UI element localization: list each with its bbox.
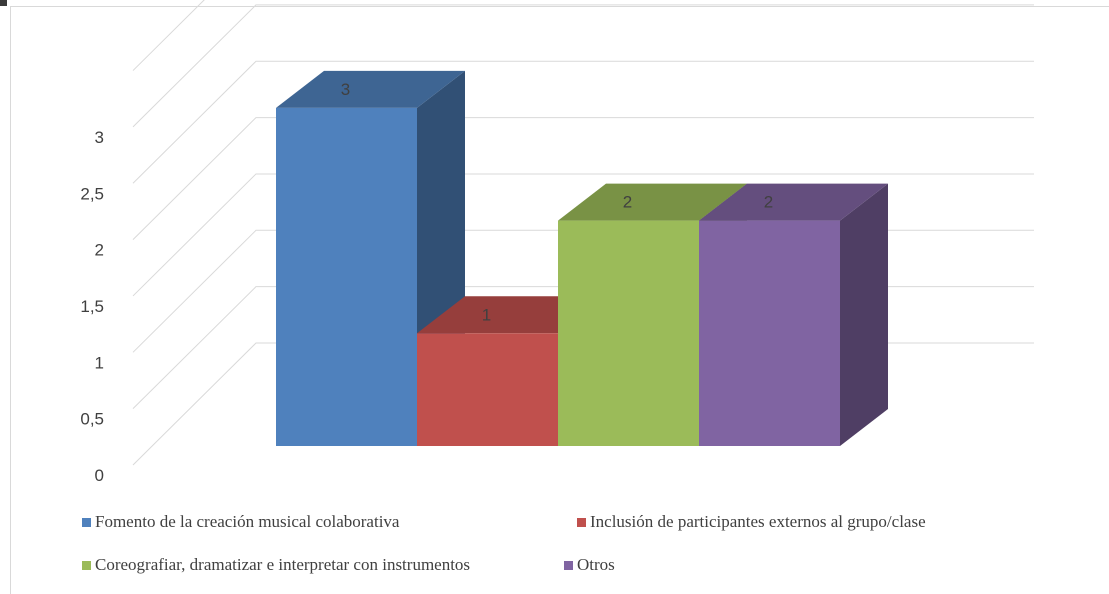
gridlines (132, 0, 1034, 466)
bar-side-face (840, 183, 888, 446)
data-label-4: 2 (764, 193, 773, 212)
gridline (132, 173, 1034, 297)
page-corner-mark (0, 0, 7, 6)
y-axis-ticks: 0 0,5 1 1,5 2 2,5 3 (80, 128, 104, 485)
legend-label-2: Inclusión de participantes externos al g… (590, 512, 926, 531)
legend-item-3: Coreografiar, dramatizar e interpretar c… (82, 555, 470, 575)
data-label-2: 1 (482, 305, 491, 324)
legend-swatch-4 (564, 560, 573, 570)
legend-swatch-3 (82, 560, 91, 570)
bar-front-face (276, 107, 417, 447)
bar-front-face (558, 220, 699, 446)
y-tick-label: 3 (95, 128, 104, 147)
gridline (132, 117, 1034, 240)
y-tick-label: 1 (95, 353, 104, 372)
legend-item-4: Otros (564, 555, 615, 575)
bar-top-face (699, 183, 888, 221)
y-tick-label: 2,5 (80, 184, 104, 203)
data-label-1: 3 (341, 80, 350, 99)
bar-4 (699, 183, 888, 446)
data-label-3: 2 (623, 193, 632, 212)
legend-item-2: Inclusión de participantes externos al g… (577, 512, 926, 532)
bars (276, 70, 888, 447)
bar-top-face (276, 70, 465, 108)
legend-swatch-2 (577, 517, 586, 527)
legend-item-1: Fomento de la creación musical colaborat… (82, 512, 399, 532)
gridline (132, 60, 1034, 184)
y-tick-label: 1,5 (80, 297, 104, 316)
bar-front-face (699, 220, 840, 446)
legend-swatch-1 (82, 517, 91, 527)
y-tick-label: 2 (95, 241, 104, 260)
chart-frame (10, 6, 1109, 594)
data-labels: 3 1 2 2 (341, 80, 773, 324)
legend-label-3: Coreografiar, dramatizar e interpretar c… (95, 555, 471, 574)
y-tick-label: 0 (95, 466, 104, 485)
y-tick-label: 0,5 (80, 410, 104, 429)
legend-label-1: Fomento de la creación musical colaborat… (95, 512, 400, 531)
gridline (132, 0, 205, 71)
bar-top-face (558, 183, 747, 221)
legend-label-4: Otros (577, 555, 615, 574)
gridline (132, 4, 1034, 128)
bar-front-face (417, 333, 558, 446)
